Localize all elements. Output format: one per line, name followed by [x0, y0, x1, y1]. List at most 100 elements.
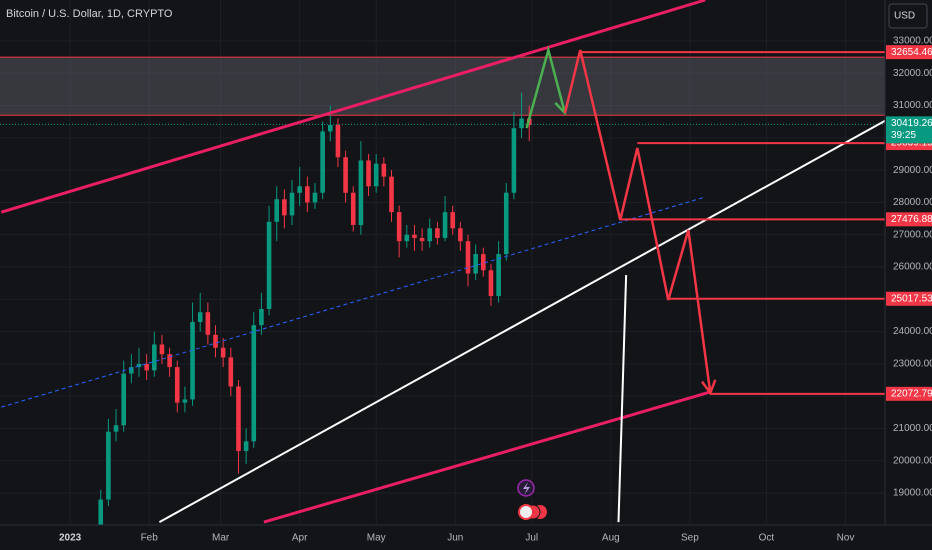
candle-body: [312, 192, 318, 203]
candle-body: [503, 192, 509, 255]
candle-body: [152, 344, 157, 371]
candle-body: [121, 373, 126, 426]
candle-body: [190, 321, 195, 400]
level-label: 22072.79: [891, 388, 932, 399]
x-tick-label: Mar: [212, 533, 230, 544]
last-price-label: 30419.26: [891, 118, 932, 129]
last-price-bg: [886, 116, 932, 144]
trendline: [263, 390, 711, 524]
candle-body: [396, 212, 402, 242]
level-label: 27476.88: [891, 214, 932, 225]
y-tick-label: 29000.00: [893, 165, 932, 176]
event-icons[interactable]: [517, 479, 547, 520]
x-tick-label: May: [367, 533, 386, 544]
candle-body: [236, 386, 241, 452]
trendline: [525, 45, 567, 129]
candle-body: [488, 270, 494, 297]
zone: [0, 57, 885, 116]
candle-body: [282, 199, 287, 216]
y-tick-label: 20000.00: [893, 455, 932, 466]
candle-body: [404, 234, 410, 242]
y-tick-label: 23000.00: [893, 359, 932, 370]
trendline: [1, 196, 706, 408]
candle-body: [343, 157, 348, 193]
candle-body: [228, 357, 234, 387]
arrowhead: [700, 379, 717, 396]
candle-body: [519, 118, 524, 129]
candle-body: [251, 325, 257, 442]
level-label: 32654.46: [891, 47, 932, 58]
y-tick-label: 21000.00: [893, 423, 932, 434]
y-tick-label: 24000.00: [893, 326, 932, 337]
x-tick-label: Feb: [141, 533, 159, 544]
countdown: 39:25: [891, 130, 916, 141]
plot-area: [0, 0, 885, 525]
lightning: [523, 482, 530, 495]
candle-body: [381, 163, 387, 177]
trendline: [0, 0, 706, 214]
candle-body: [320, 131, 325, 193]
candle-body: [174, 367, 180, 403]
candle-body: [305, 186, 310, 203]
candle-body: [144, 363, 149, 371]
x-tick-label: Jun: [447, 533, 463, 544]
candle-body: [327, 124, 333, 132]
level-label-bg: [886, 386, 932, 401]
candle-body: [412, 234, 417, 238]
y-tick-label: 31000.00: [893, 100, 932, 111]
trendline: [617, 275, 628, 523]
candle-body: [366, 160, 371, 187]
candle-body: [496, 254, 501, 297]
candle-body: [182, 399, 188, 403]
candle-body: [213, 334, 218, 348]
candle-body: [289, 192, 295, 216]
candle-body: [419, 237, 425, 242]
candle-body: [481, 254, 486, 271]
candle-body: [274, 199, 280, 222]
candle-body: [450, 212, 455, 229]
x-tick-label: Aug: [602, 533, 620, 544]
x-tick-label: Sep: [681, 533, 699, 544]
candle-body: [167, 354, 172, 368]
candle-body: [113, 425, 119, 432]
candle-body: [205, 312, 211, 335]
candle-body: [473, 254, 478, 274]
candle-body: [297, 186, 302, 193]
candle-body: [243, 441, 249, 452]
candle-body: [259, 308, 264, 326]
candle-body: [129, 367, 134, 374]
candle-body: [98, 499, 104, 525]
candle-body: [511, 128, 517, 193]
candle-body: [197, 312, 203, 322]
level-label: 25017.53: [891, 293, 932, 304]
chart-title: Bitcoin / U.S. Dollar, 1D, CRYPTO: [6, 8, 173, 20]
flag-icon[interactable]: [518, 504, 534, 520]
candle-body: [335, 124, 341, 158]
trendline: [158, 119, 885, 523]
x-tick-label: Jul: [525, 533, 538, 544]
x-tick-label: Nov: [837, 533, 855, 544]
candle-body: [458, 228, 463, 242]
y-tick-label: 27000.00: [893, 229, 932, 240]
y-tick-label: 28000.00: [893, 197, 932, 208]
axes: 33000.0032000.0031000.0030000.0029000.00…: [59, 36, 932, 544]
candle-body: [106, 431, 111, 500]
currency[interactable]: USD: [894, 11, 915, 22]
grid: [0, 0, 885, 525]
x-tick-label: 2023: [59, 533, 82, 544]
trendline: [563, 49, 712, 394]
currency-box[interactable]: [888, 3, 928, 29]
candle-body: [159, 344, 165, 355]
candle-body: [442, 212, 448, 238]
x-tick-label: Apr: [292, 533, 308, 544]
level-label-bg: [886, 45, 932, 60]
y-tick-label: 32000.00: [893, 68, 932, 79]
candle-body: [358, 160, 364, 226]
level-label-bg: [886, 291, 932, 306]
y-tick-label: 19000.00: [893, 488, 932, 499]
y-tick-label: 26000.00: [893, 262, 932, 273]
candle-body: [389, 176, 394, 213]
x-tick-label: Oct: [759, 533, 775, 544]
